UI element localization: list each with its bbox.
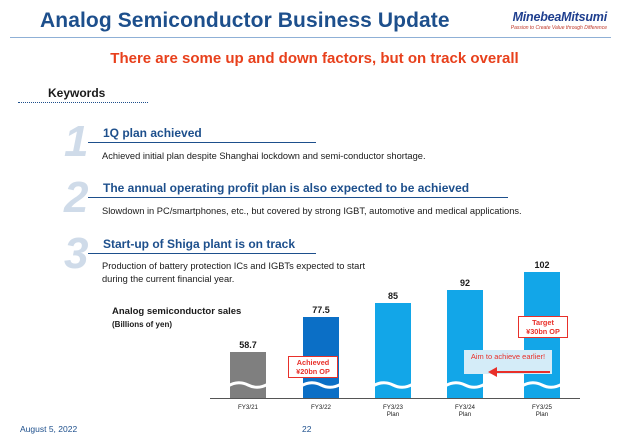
brand-name: MinebeaMitsumi (512, 10, 608, 24)
axis-break-wave (372, 381, 414, 389)
aim-highlight (464, 350, 552, 374)
x-tick-label: FY3/25 Plan (532, 404, 552, 418)
title-divider (10, 37, 611, 38)
point-number-2: 2 (64, 173, 89, 222)
x-tick-label: FY3/22 (311, 404, 331, 411)
point-heading-2: The annual operating profit plan is also… (103, 181, 470, 195)
point-number-3: 3 (64, 229, 89, 278)
bar-value-label: 58.7 (239, 340, 257, 350)
x-tick-label: FY3/21 (238, 404, 258, 411)
bar-value-label: 85 (387, 291, 398, 302)
subtitle: There are some up and down factors, but … (110, 50, 519, 67)
chart-bar (230, 352, 266, 398)
brand-logo: MinebeaMitsumi Passion to Create Value t… (511, 10, 607, 31)
point-number-1: 1 (64, 117, 89, 166)
point-rule-1 (88, 142, 316, 143)
point-text-3-line2: during the current financial year. (102, 274, 235, 284)
axis-break-wave (521, 381, 563, 389)
axis-break-wave (444, 381, 486, 389)
achieved-callout-line2: ¥20bn OP (296, 367, 330, 376)
x-tick-label: FY3/24 Plan (455, 404, 475, 418)
point-text-3-line1: Production of battery protection ICs and… (102, 261, 366, 271)
bar-value-label: 77.5 (312, 305, 330, 316)
point-heading-1: 1Q plan achieved (103, 126, 202, 140)
footer-date: August 5, 2022 (20, 424, 78, 434)
aim-text: Aim to achieve earlier! (470, 352, 546, 361)
keywords-heading: Keywords (48, 86, 106, 100)
chart-x-axis (210, 398, 580, 399)
achieved-callout-line1: Achieved (296, 358, 330, 367)
left-arrow-icon (488, 367, 550, 377)
target-callout: Target ¥30bn OP (518, 316, 568, 338)
achieved-callout: Achieved ¥20bn OP (288, 356, 338, 378)
target-callout-line2: ¥30bn OP (526, 327, 560, 336)
bar-value-label: 102 (534, 260, 550, 270)
keywords-divider (18, 102, 148, 103)
point-text-2: Slowdown in PC/smartphones, etc., but co… (102, 206, 522, 216)
chart-title: Analog semiconductor sales (112, 306, 242, 317)
chart-unit-label: (Billions of yen) (112, 320, 172, 329)
target-callout-line1: Target (532, 318, 554, 327)
page-number: 22 (302, 424, 312, 434)
x-tick-label: FY3/23 Plan (383, 404, 403, 418)
page-title: Analog Semiconductor Business Update (40, 9, 450, 32)
bar-value-label: 92 (459, 278, 470, 289)
point-rule-2 (88, 197, 508, 198)
axis-break-wave (300, 381, 342, 389)
brand-tagline: Passion to Create Value through Differen… (510, 25, 607, 31)
point-rule-3 (88, 253, 316, 254)
axis-break-wave (227, 381, 269, 389)
point-text-1: Achieved initial plan despite Shanghai l… (102, 151, 426, 161)
point-heading-3: Start-up of Shiga plant is on track (103, 237, 296, 251)
chart-bar (447, 290, 483, 398)
